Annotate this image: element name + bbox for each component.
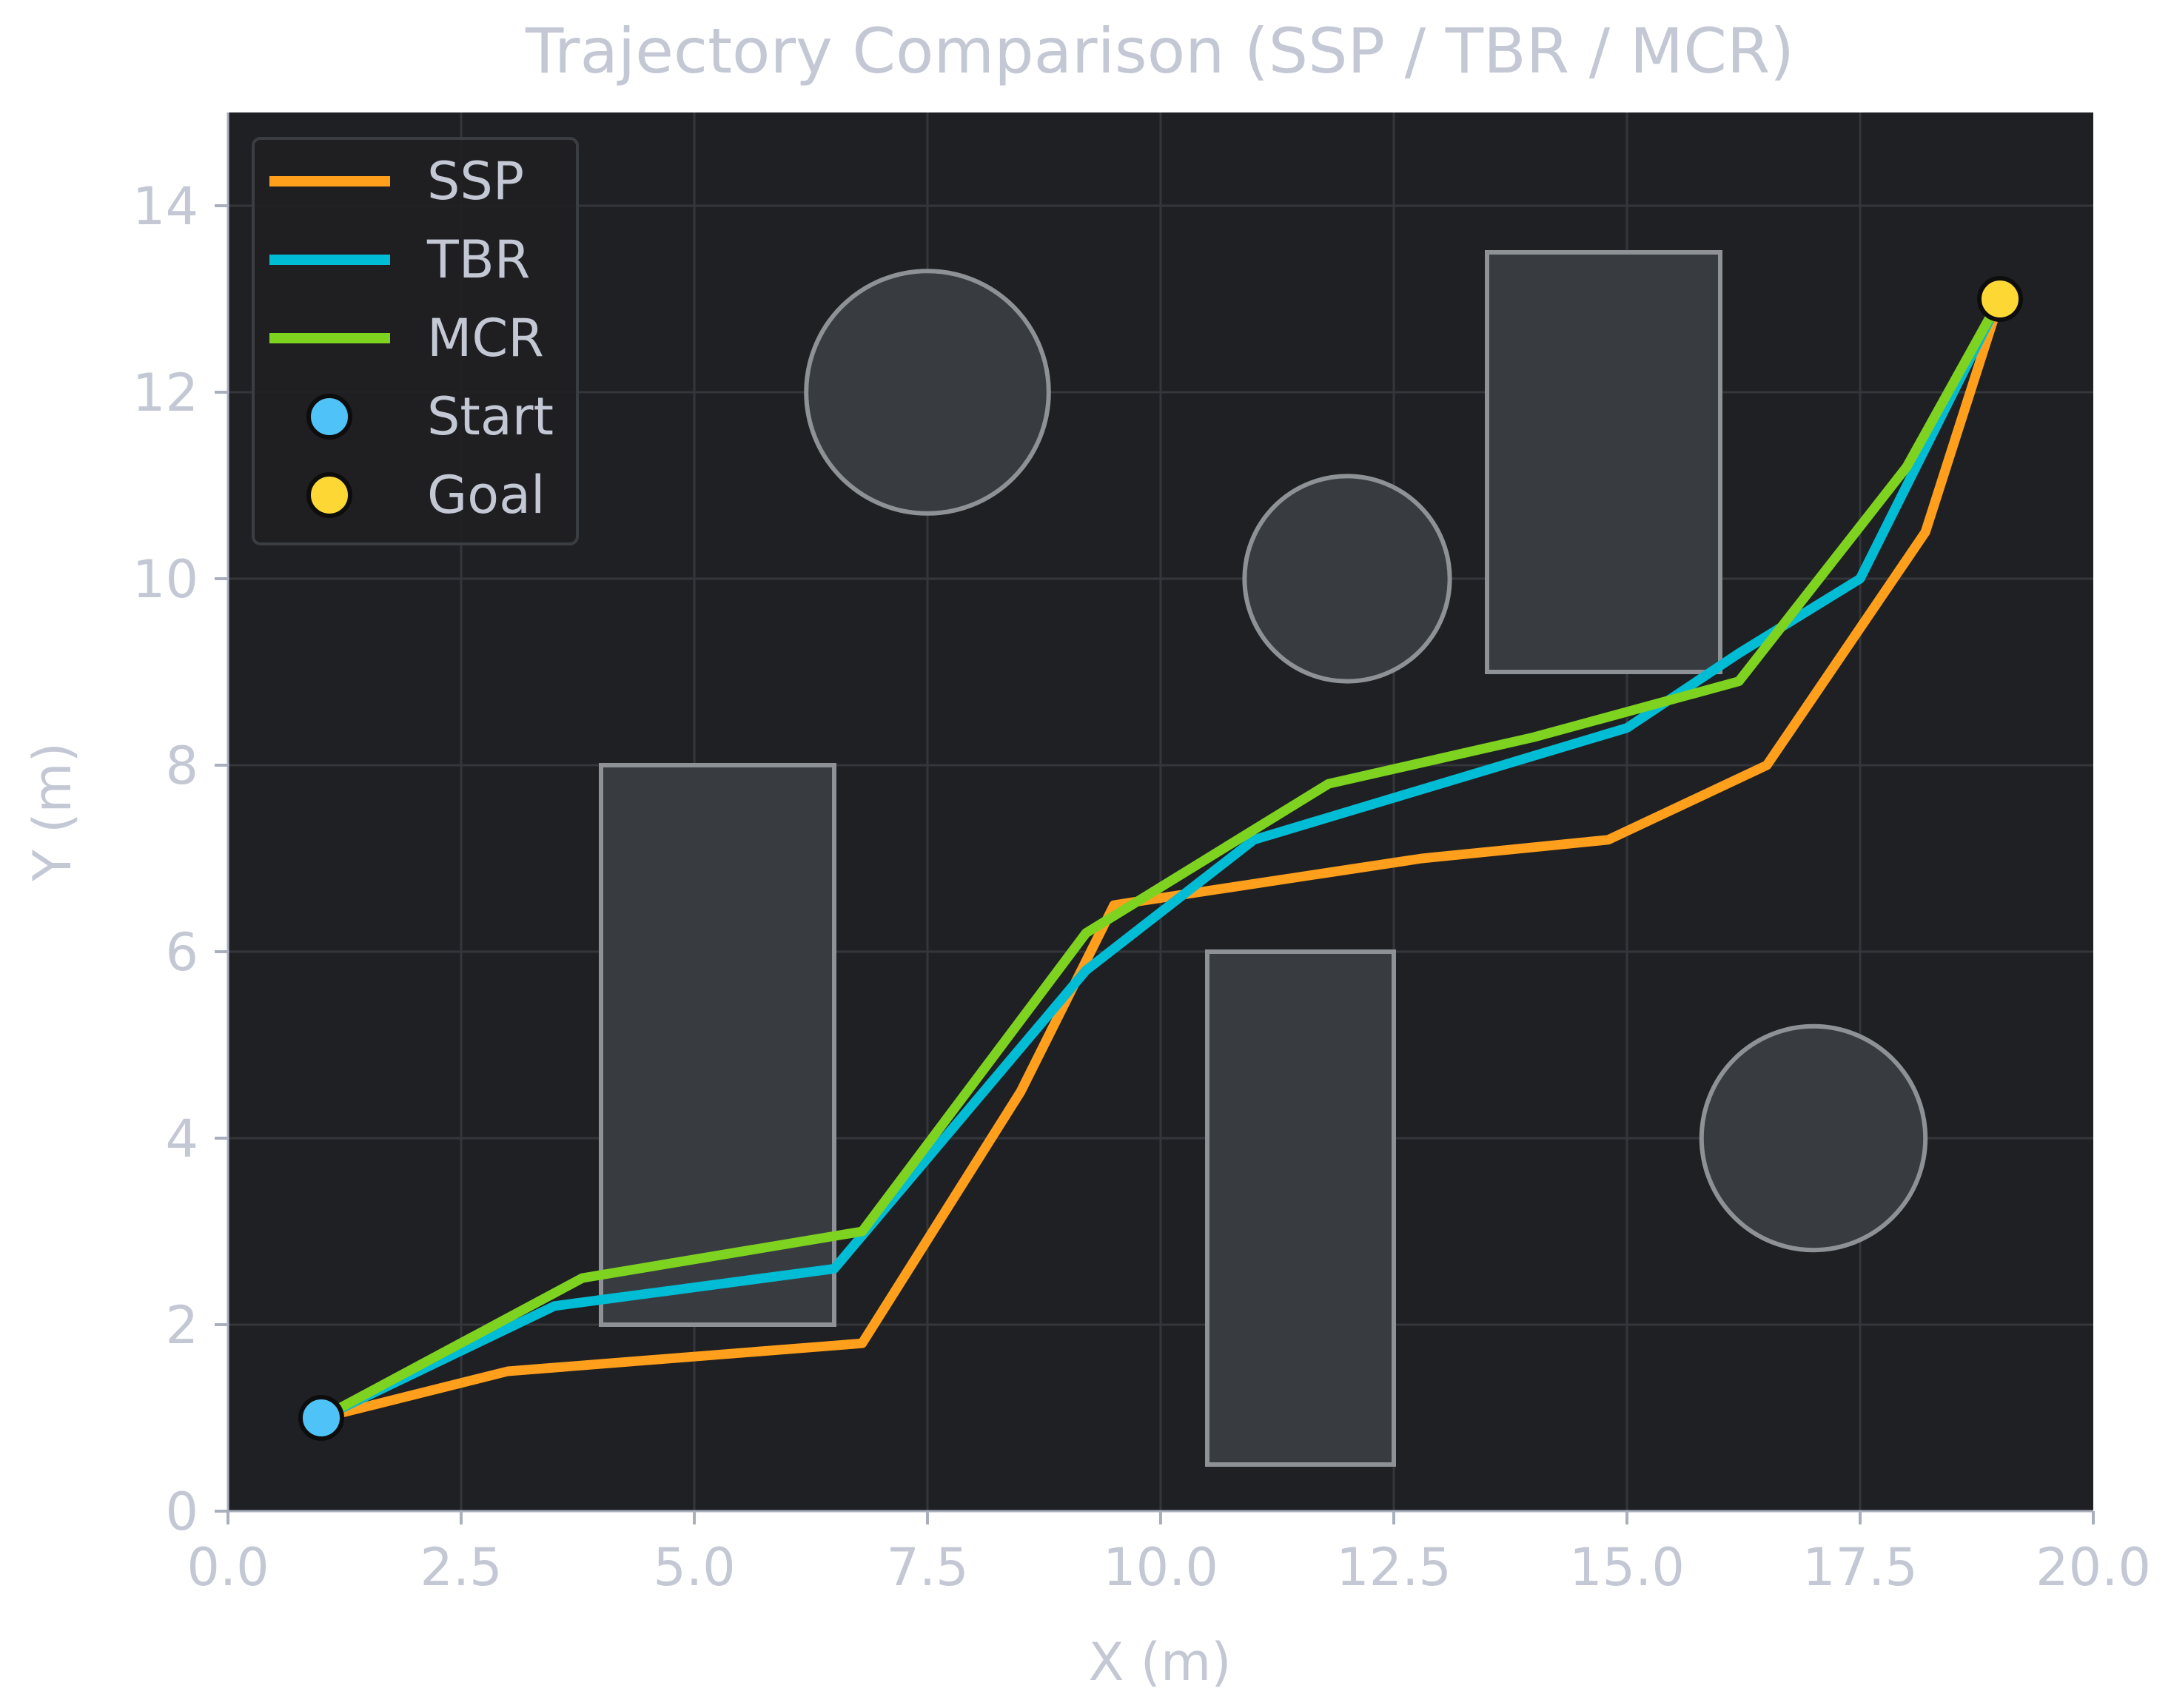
y-tick-label: 4 [165, 1109, 198, 1169]
legend: SSP TBR MCR Start Goal [252, 137, 579, 545]
series-layer [318, 296, 2005, 1423]
obstacle-rectangle [599, 763, 836, 1327]
marker-layer [298, 276, 2023, 1441]
x-tick-label: 20.0 [2036, 1537, 2151, 1598]
obstacle-rectangle [1485, 250, 1722, 674]
obstacle-circle [1699, 1023, 1928, 1253]
x-axis-label: X (m) [1088, 1632, 1231, 1692]
x-tick-label: 15.0 [1569, 1537, 1685, 1598]
y-tick-label: 0 [165, 1482, 198, 1542]
legend-box [252, 137, 579, 545]
y-tick-label: 2 [165, 1295, 198, 1356]
series-line-ssp [320, 297, 2005, 1423]
legend-label-goal: Goal [427, 465, 545, 525]
y-tick-label: 14 [132, 176, 198, 237]
x-tick-label: 17.5 [1802, 1537, 1918, 1598]
x-tick-label: 7.5 [886, 1537, 968, 1598]
obstacle-circle [1242, 474, 1452, 684]
y-axis-label: Y (m) [22, 742, 83, 882]
legend-label-tbr: TBR [426, 229, 530, 290]
x-tick-label: 2.5 [420, 1537, 502, 1598]
x-tick-label: 10.0 [1103, 1537, 1218, 1598]
chart-title: Trajectory Comparison (SSP / TBR / MCR) [525, 15, 1794, 87]
y-tick-label: 12 [132, 363, 198, 423]
legend-label-start: Start [427, 386, 554, 447]
y-tick-label: 8 [165, 736, 198, 796]
legend-swatch-start [306, 394, 352, 440]
x-tick-label: 5.0 [653, 1537, 735, 1598]
y-tick-label: 10 [132, 549, 198, 610]
legend-label-ssp: SSP [427, 151, 524, 212]
obstacle-circle [804, 269, 1051, 516]
y-tick-label: 6 [165, 922, 198, 983]
series-line-tbr [319, 297, 2004, 1422]
x-tick-label: 0.0 [187, 1537, 269, 1598]
axis-layer: 0.0 2.5 5.0 7.5 10.0 12.5 15.0 17.5 20.0 0 2 4 6 8 10 1… [132, 112, 2151, 1598]
legend-label-mcr: MCR [427, 308, 544, 369]
obstacle-layer [599, 250, 1928, 1467]
obstacle-rectangle [1205, 949, 1396, 1467]
marker-start [298, 1395, 344, 1441]
legend-swatch-goal [306, 472, 352, 518]
series-line-mcr [318, 296, 2004, 1422]
x-tick-label: 12.5 [1336, 1537, 1452, 1598]
marker-goal [1977, 276, 2023, 322]
